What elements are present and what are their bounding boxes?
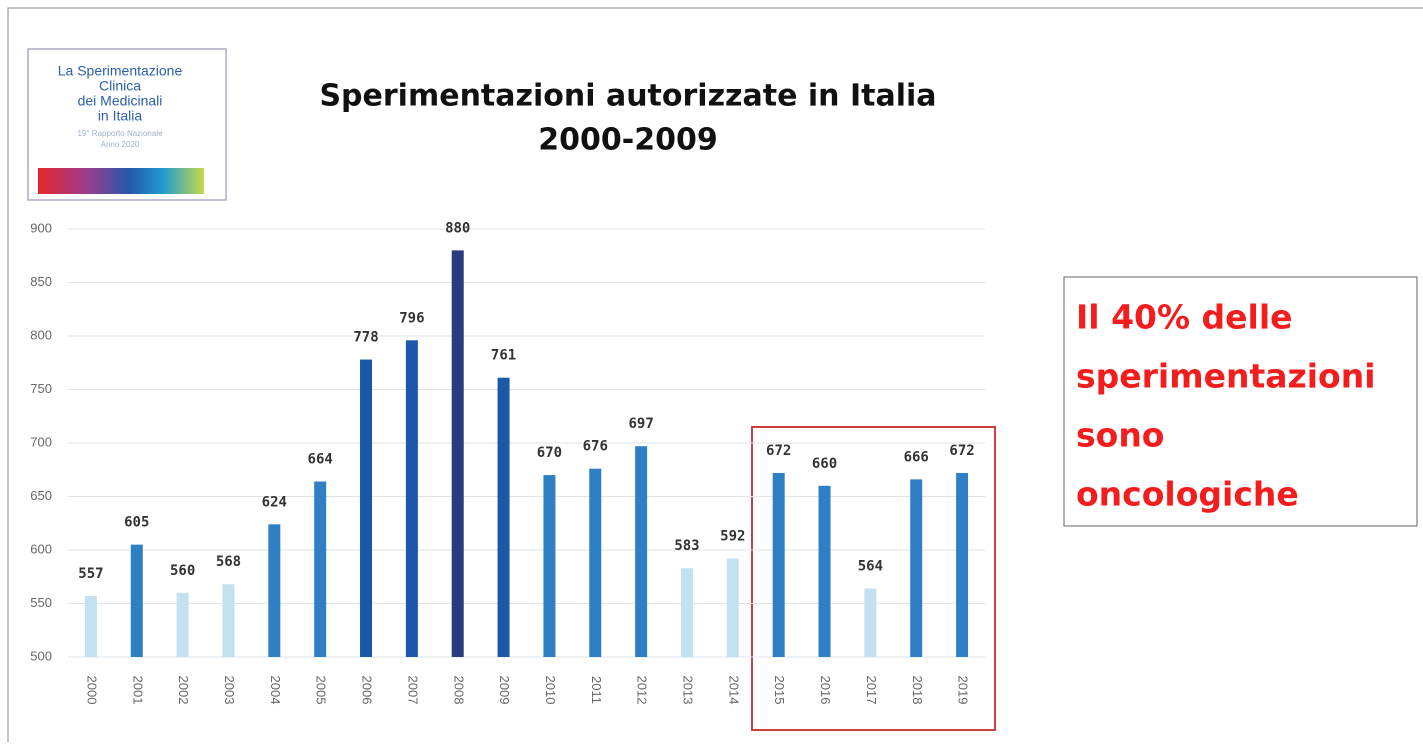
y-tick-label: 600 (30, 541, 52, 556)
annotation-text: oncologiche (1076, 475, 1299, 514)
logo-subtext: Anno 2020 (101, 140, 140, 149)
y-tick-label: 900 (30, 220, 52, 235)
annotation-text: sono (1076, 416, 1164, 455)
data-label: 761 (491, 348, 516, 364)
logo-text: Clinica (99, 78, 141, 94)
logo-text: in Italia (98, 108, 143, 124)
x-tick-label: 2000 (84, 676, 99, 705)
logo-text: La Sperimentazione (58, 63, 183, 79)
x-tick-label: 2018 (910, 676, 925, 705)
x-tick-label: 2005 (314, 676, 329, 705)
y-tick-label: 650 (30, 488, 52, 503)
data-label: 676 (583, 439, 608, 455)
data-label: 583 (674, 538, 699, 554)
bar (176, 592, 189, 657)
data-label: 592 (720, 529, 745, 545)
data-label: 697 (628, 416, 653, 432)
x-tick-label: 2014 (726, 676, 741, 705)
bar (864, 588, 877, 657)
x-tick-label: 2013 (681, 676, 696, 705)
chart-title: 2000-2009 (538, 123, 717, 158)
annotation-text: Il 40% delle (1076, 298, 1293, 337)
x-tick-label: 2012 (635, 676, 650, 705)
x-tick-label: 2016 (818, 676, 833, 705)
x-tick-label: 2006 (360, 676, 375, 705)
data-label: 624 (262, 494, 287, 510)
x-tick-label: 2002 (176, 676, 191, 705)
data-label: 605 (124, 515, 149, 531)
bar (589, 468, 602, 657)
data-label: 660 (812, 456, 837, 472)
bar (772, 472, 785, 657)
bar (84, 596, 97, 657)
bar (680, 568, 693, 657)
annotation-box (1063, 276, 1418, 527)
x-tick-label: 2011 (589, 676, 604, 704)
data-label: 666 (904, 449, 929, 465)
data-label: 568 (216, 554, 241, 570)
logo-subtext: 19° Rapporto Nazionale (77, 129, 163, 138)
x-tick-label: 2001 (130, 676, 145, 705)
x-tick-label: 2008 (451, 676, 466, 705)
logo-text: dei Medicinali (78, 93, 163, 109)
bar (635, 446, 648, 657)
highlight-box (751, 426, 996, 731)
bar (956, 472, 969, 657)
x-tick-label: 2019 (956, 676, 971, 705)
data-label: 564 (858, 559, 883, 575)
bar (910, 479, 923, 657)
bar (222, 584, 235, 657)
y-tick-label: 750 (30, 381, 52, 396)
bar (451, 250, 464, 657)
x-tick-label: 2009 (497, 676, 512, 705)
data-label: 664 (308, 452, 333, 468)
y-tick-label: 800 (30, 327, 52, 342)
bar (497, 377, 510, 657)
x-tick-label: 2004 (268, 676, 283, 705)
data-label: 796 (399, 310, 424, 326)
x-tick-label: 2007 (405, 676, 420, 705)
x-tick-label: 2003 (222, 676, 237, 705)
y-tick-label: 550 (30, 595, 52, 610)
data-label: 880 (445, 220, 470, 236)
y-tick-label: 850 (30, 274, 52, 289)
y-tick-label: 700 (30, 434, 52, 449)
logo: La Sperimentazione Clinica dei Medicinal… (27, 48, 227, 201)
chart-title: Sperimentazioni autorizzate in Italia (319, 79, 936, 114)
bar (405, 340, 418, 657)
annotation-text: sperimentazioni (1076, 357, 1376, 396)
slide-frame (7, 7, 1423, 746)
bar (130, 544, 143, 657)
bar (360, 359, 373, 657)
data-label: 557 (78, 566, 103, 582)
plot: 500 550 600 650 700 750 800 850 900 557 2000 605 200… (30, 220, 985, 704)
data-label: 560 (170, 563, 195, 579)
data-label: 672 (949, 443, 974, 459)
bar (726, 558, 739, 657)
x-tick-label: 2015 (772, 676, 787, 705)
data-label: 670 (537, 445, 562, 461)
bar (543, 475, 556, 657)
data-label: 778 (353, 330, 378, 346)
bar (268, 524, 281, 657)
x-tick-label: 2010 (543, 676, 558, 705)
logo-gradient (38, 168, 204, 194)
bar (818, 485, 831, 657)
bar (314, 481, 327, 657)
x-tick-label: 2017 (864, 676, 879, 705)
data-label: 672 (766, 443, 791, 459)
y-tick-label: 500 (30, 648, 52, 663)
